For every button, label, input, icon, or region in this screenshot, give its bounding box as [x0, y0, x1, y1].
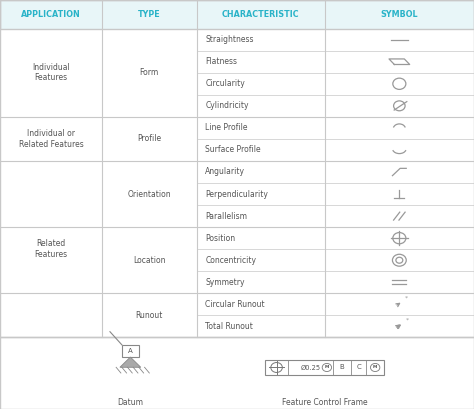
Text: Circular Runout: Circular Runout	[205, 300, 265, 309]
Bar	[122, 345, 139, 357]
Text: Position: Position	[205, 234, 236, 243]
Text: Surface Profile: Surface Profile	[205, 146, 261, 155]
Bar	[265, 360, 384, 375]
Text: M: M	[325, 366, 329, 369]
Text: M: M	[373, 366, 377, 369]
Text: Perpendicularity: Perpendicularity	[205, 189, 268, 198]
Text: Datum: Datum	[118, 398, 143, 407]
Text: Feature Control Frame: Feature Control Frame	[282, 398, 367, 407]
Text: Related
Features: Related Features	[35, 240, 67, 259]
Text: Circularity: Circularity	[205, 79, 245, 88]
Text: Symmetry: Symmetry	[205, 278, 245, 287]
Bar	[0, 337, 474, 409]
Text: Total Runout: Total Runout	[205, 322, 253, 331]
Text: CHARACTERISTIC: CHARACTERISTIC	[222, 10, 300, 19]
Bar	[0, 0, 474, 29]
Text: A: A	[128, 348, 133, 354]
Text: C: C	[356, 364, 361, 371]
Text: SYMBOL: SYMBOL	[381, 10, 418, 19]
Text: *: *	[404, 295, 408, 300]
Text: B: B	[339, 364, 345, 371]
Text: APPLICATION: APPLICATION	[21, 10, 81, 19]
Text: *: *	[405, 317, 409, 322]
Text: Profile: Profile	[137, 135, 161, 144]
Polygon shape	[120, 357, 141, 367]
Text: Concentricity: Concentricity	[205, 256, 256, 265]
Text: Location: Location	[133, 256, 165, 265]
Text: Orientation: Orientation	[128, 189, 171, 198]
Bar	[0, 0, 474, 337]
Text: Individual
Features: Individual Features	[32, 63, 70, 83]
Text: Individual or
Related Features: Individual or Related Features	[18, 129, 83, 148]
Text: TYPE: TYPE	[138, 10, 161, 19]
Text: Angularity: Angularity	[205, 168, 245, 177]
Text: Parallelism: Parallelism	[205, 211, 247, 220]
Text: Cylindricity: Cylindricity	[205, 101, 249, 110]
Text: Ø0.25: Ø0.25	[301, 364, 320, 371]
Text: Runout: Runout	[136, 311, 163, 320]
Text: Line Profile: Line Profile	[205, 124, 248, 133]
Text: Form: Form	[140, 68, 159, 77]
Text: Flatness: Flatness	[205, 57, 237, 66]
Text: Straightness: Straightness	[205, 35, 254, 44]
